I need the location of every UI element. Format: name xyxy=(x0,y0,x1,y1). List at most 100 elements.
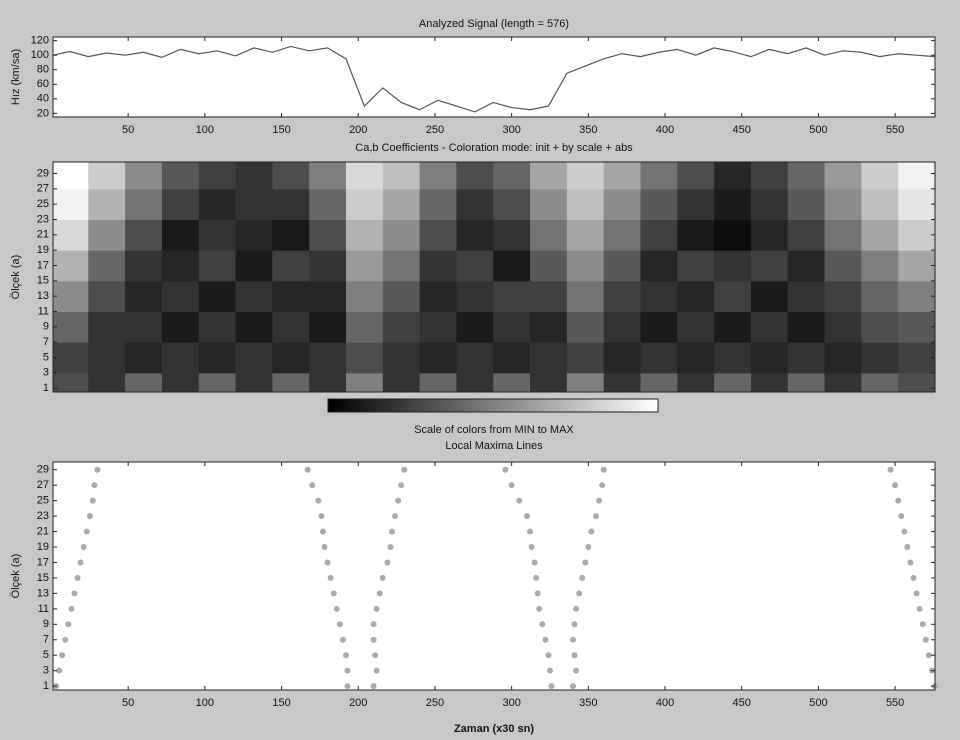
heatmap-cell xyxy=(309,250,347,282)
maxima-point xyxy=(91,482,98,489)
maxima-point xyxy=(596,497,603,504)
colorbar-label: Scale of colors from MIN to MAX xyxy=(414,424,574,436)
heatmap-cell xyxy=(640,219,678,251)
heatmap-cell xyxy=(493,372,531,393)
maxima-point xyxy=(898,513,905,520)
heatmap-cell xyxy=(861,280,899,312)
heatmap-cell xyxy=(493,188,531,220)
heatmap-cell xyxy=(161,372,200,393)
heatmap-cell xyxy=(677,280,715,312)
heatmap-cell xyxy=(750,219,789,251)
maxima-point xyxy=(83,528,90,535)
y-tick-label: 7 xyxy=(43,336,49,348)
heatmap-cell xyxy=(198,372,237,393)
maxima-point xyxy=(89,497,96,504)
heatmap-cell xyxy=(603,250,641,282)
heatmap-cell xyxy=(640,162,678,190)
heatmap-cell xyxy=(603,311,641,343)
maxima-point xyxy=(318,513,325,520)
heatmap-cell xyxy=(345,188,384,220)
maxima-point xyxy=(373,667,380,674)
maxima-point xyxy=(542,636,549,643)
y-tick-label: 13 xyxy=(37,587,49,599)
y-axis-label: Ölçek (a) xyxy=(10,554,22,599)
heatmap-cell xyxy=(88,162,126,190)
heatmap-cell xyxy=(603,219,641,251)
heatmap-cell xyxy=(382,250,421,282)
maxima-point xyxy=(528,544,535,551)
heatmap-cell xyxy=(198,219,237,251)
heatmap-cell xyxy=(345,372,384,393)
maxima-point xyxy=(65,621,72,628)
heatmap-cell xyxy=(272,162,310,190)
y-tick-label: 23 xyxy=(37,510,49,522)
heatmap-cell xyxy=(861,342,899,374)
heatmap-cell xyxy=(161,280,200,312)
heatmap-cell xyxy=(566,342,605,374)
heatmap-cell xyxy=(235,188,273,220)
maxima-point xyxy=(387,544,394,551)
heatmap-cell xyxy=(861,162,899,190)
panel-title: Analyzed Signal (length = 576) xyxy=(419,18,569,30)
maxima-point xyxy=(527,528,534,535)
maxima-point xyxy=(379,574,386,581)
maxima-point xyxy=(309,482,316,489)
heatmap-cell xyxy=(456,250,494,282)
heatmap-cell xyxy=(161,342,200,374)
maxima-point xyxy=(370,621,377,628)
heatmap-cell xyxy=(824,219,862,251)
heatmap-cell xyxy=(272,250,310,282)
heatmap-cell xyxy=(456,188,494,220)
heatmap-cell xyxy=(824,342,862,374)
heatmap-cell xyxy=(345,250,384,282)
heatmap-cell xyxy=(898,250,936,282)
y-tick-label: 27 xyxy=(37,183,49,195)
maxima-point xyxy=(372,652,379,659)
maxima-point xyxy=(339,636,346,643)
maxima-point xyxy=(545,652,552,659)
maxima-point xyxy=(336,621,343,628)
y-tick-label: 29 xyxy=(37,167,49,179)
heatmap-cell xyxy=(787,219,826,251)
maxima-point xyxy=(585,544,592,551)
heatmap-cell xyxy=(88,250,126,282)
heatmap-cell xyxy=(603,280,641,312)
heatmap-cell xyxy=(677,162,715,190)
x-tick-label: 50 xyxy=(122,124,134,136)
heatmap-cell xyxy=(898,342,936,374)
x-axis-label: Zaman (x30 sn) xyxy=(454,723,534,735)
y-tick-label: 11 xyxy=(38,603,49,615)
heatmap-cell xyxy=(53,311,89,343)
heatmap-cell xyxy=(272,372,310,393)
heatmap-cell xyxy=(566,250,605,282)
heatmap-cell xyxy=(309,188,347,220)
heatmap-cell xyxy=(345,162,384,190)
maxima-point xyxy=(333,605,340,612)
y-axis-label: Ölçek (a) xyxy=(10,255,22,300)
heatmap-cell xyxy=(493,342,531,374)
heatmap-cell xyxy=(566,188,605,220)
heatmap-cell xyxy=(161,188,200,220)
heatmap-cell xyxy=(640,342,678,374)
heatmap-cell xyxy=(861,250,899,282)
heatmap-cell xyxy=(309,219,347,251)
plot-area xyxy=(53,37,935,117)
maxima-point xyxy=(523,513,530,520)
heatmap-cell xyxy=(787,372,826,393)
heatmap-cell xyxy=(125,311,163,343)
heatmap-cell xyxy=(198,342,237,374)
maxima-point xyxy=(373,605,380,612)
heatmap-cell xyxy=(235,250,273,282)
heatmap-cell xyxy=(530,219,568,251)
heatmap-cell xyxy=(456,219,494,251)
heatmap-cell xyxy=(714,219,752,251)
maxima-point xyxy=(516,497,523,504)
heatmap-cell xyxy=(88,311,126,343)
heatmap-cell xyxy=(53,188,89,220)
heatmap-cell xyxy=(382,280,421,312)
heatmap-cell xyxy=(530,280,568,312)
heatmap-cell xyxy=(309,311,347,343)
maxima-point xyxy=(388,528,395,535)
heatmap-cell xyxy=(714,188,752,220)
